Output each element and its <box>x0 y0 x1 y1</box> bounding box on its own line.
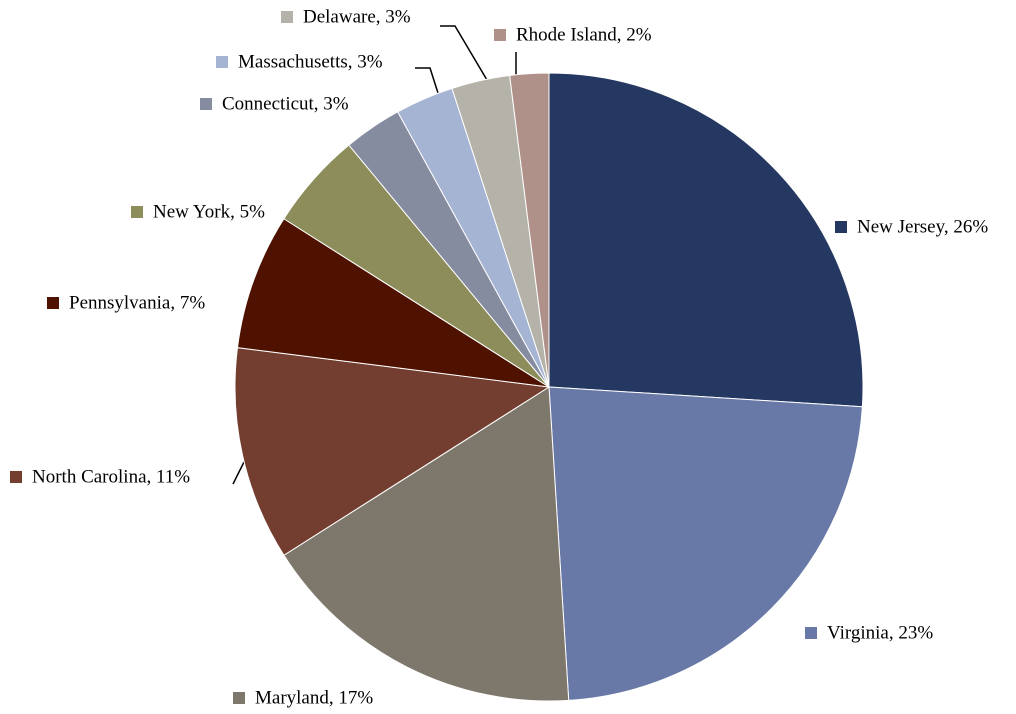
pie-slice <box>548 72 864 408</box>
leader-line <box>415 67 439 94</box>
legend-swatch <box>233 692 245 704</box>
legend-swatch <box>216 56 228 68</box>
data-label: Connecticut, 3% <box>222 93 349 114</box>
leader-line <box>232 459 246 485</box>
leader-line <box>440 25 488 81</box>
pie-slice <box>509 72 550 388</box>
data-label: Pennsylvania, 7% <box>69 292 205 313</box>
legend-swatch <box>131 206 143 218</box>
legend-swatch <box>835 221 847 233</box>
pie-slice <box>236 218 550 388</box>
legend-swatch <box>10 471 22 483</box>
data-label: Maryland, 17% <box>255 687 373 708</box>
legend-swatch <box>805 627 817 639</box>
data-label: North Carolina, 11% <box>32 466 190 487</box>
legend-swatch <box>281 11 293 23</box>
data-label: Virginia, 23% <box>827 622 933 643</box>
pie-slice <box>283 386 570 702</box>
pie-slice <box>548 386 863 701</box>
legend-swatch <box>47 297 59 309</box>
legend-swatch <box>200 98 212 110</box>
legend-swatch <box>494 29 506 41</box>
data-label: New York, 5% <box>153 201 265 222</box>
data-label: New Jersey, 26% <box>857 216 988 237</box>
data-label: Rhode Island, 2% <box>516 24 652 45</box>
data-label: Delaware, 3% <box>303 6 411 27</box>
data-label: Massachusetts, 3% <box>238 51 383 72</box>
pie-slice <box>234 347 551 556</box>
